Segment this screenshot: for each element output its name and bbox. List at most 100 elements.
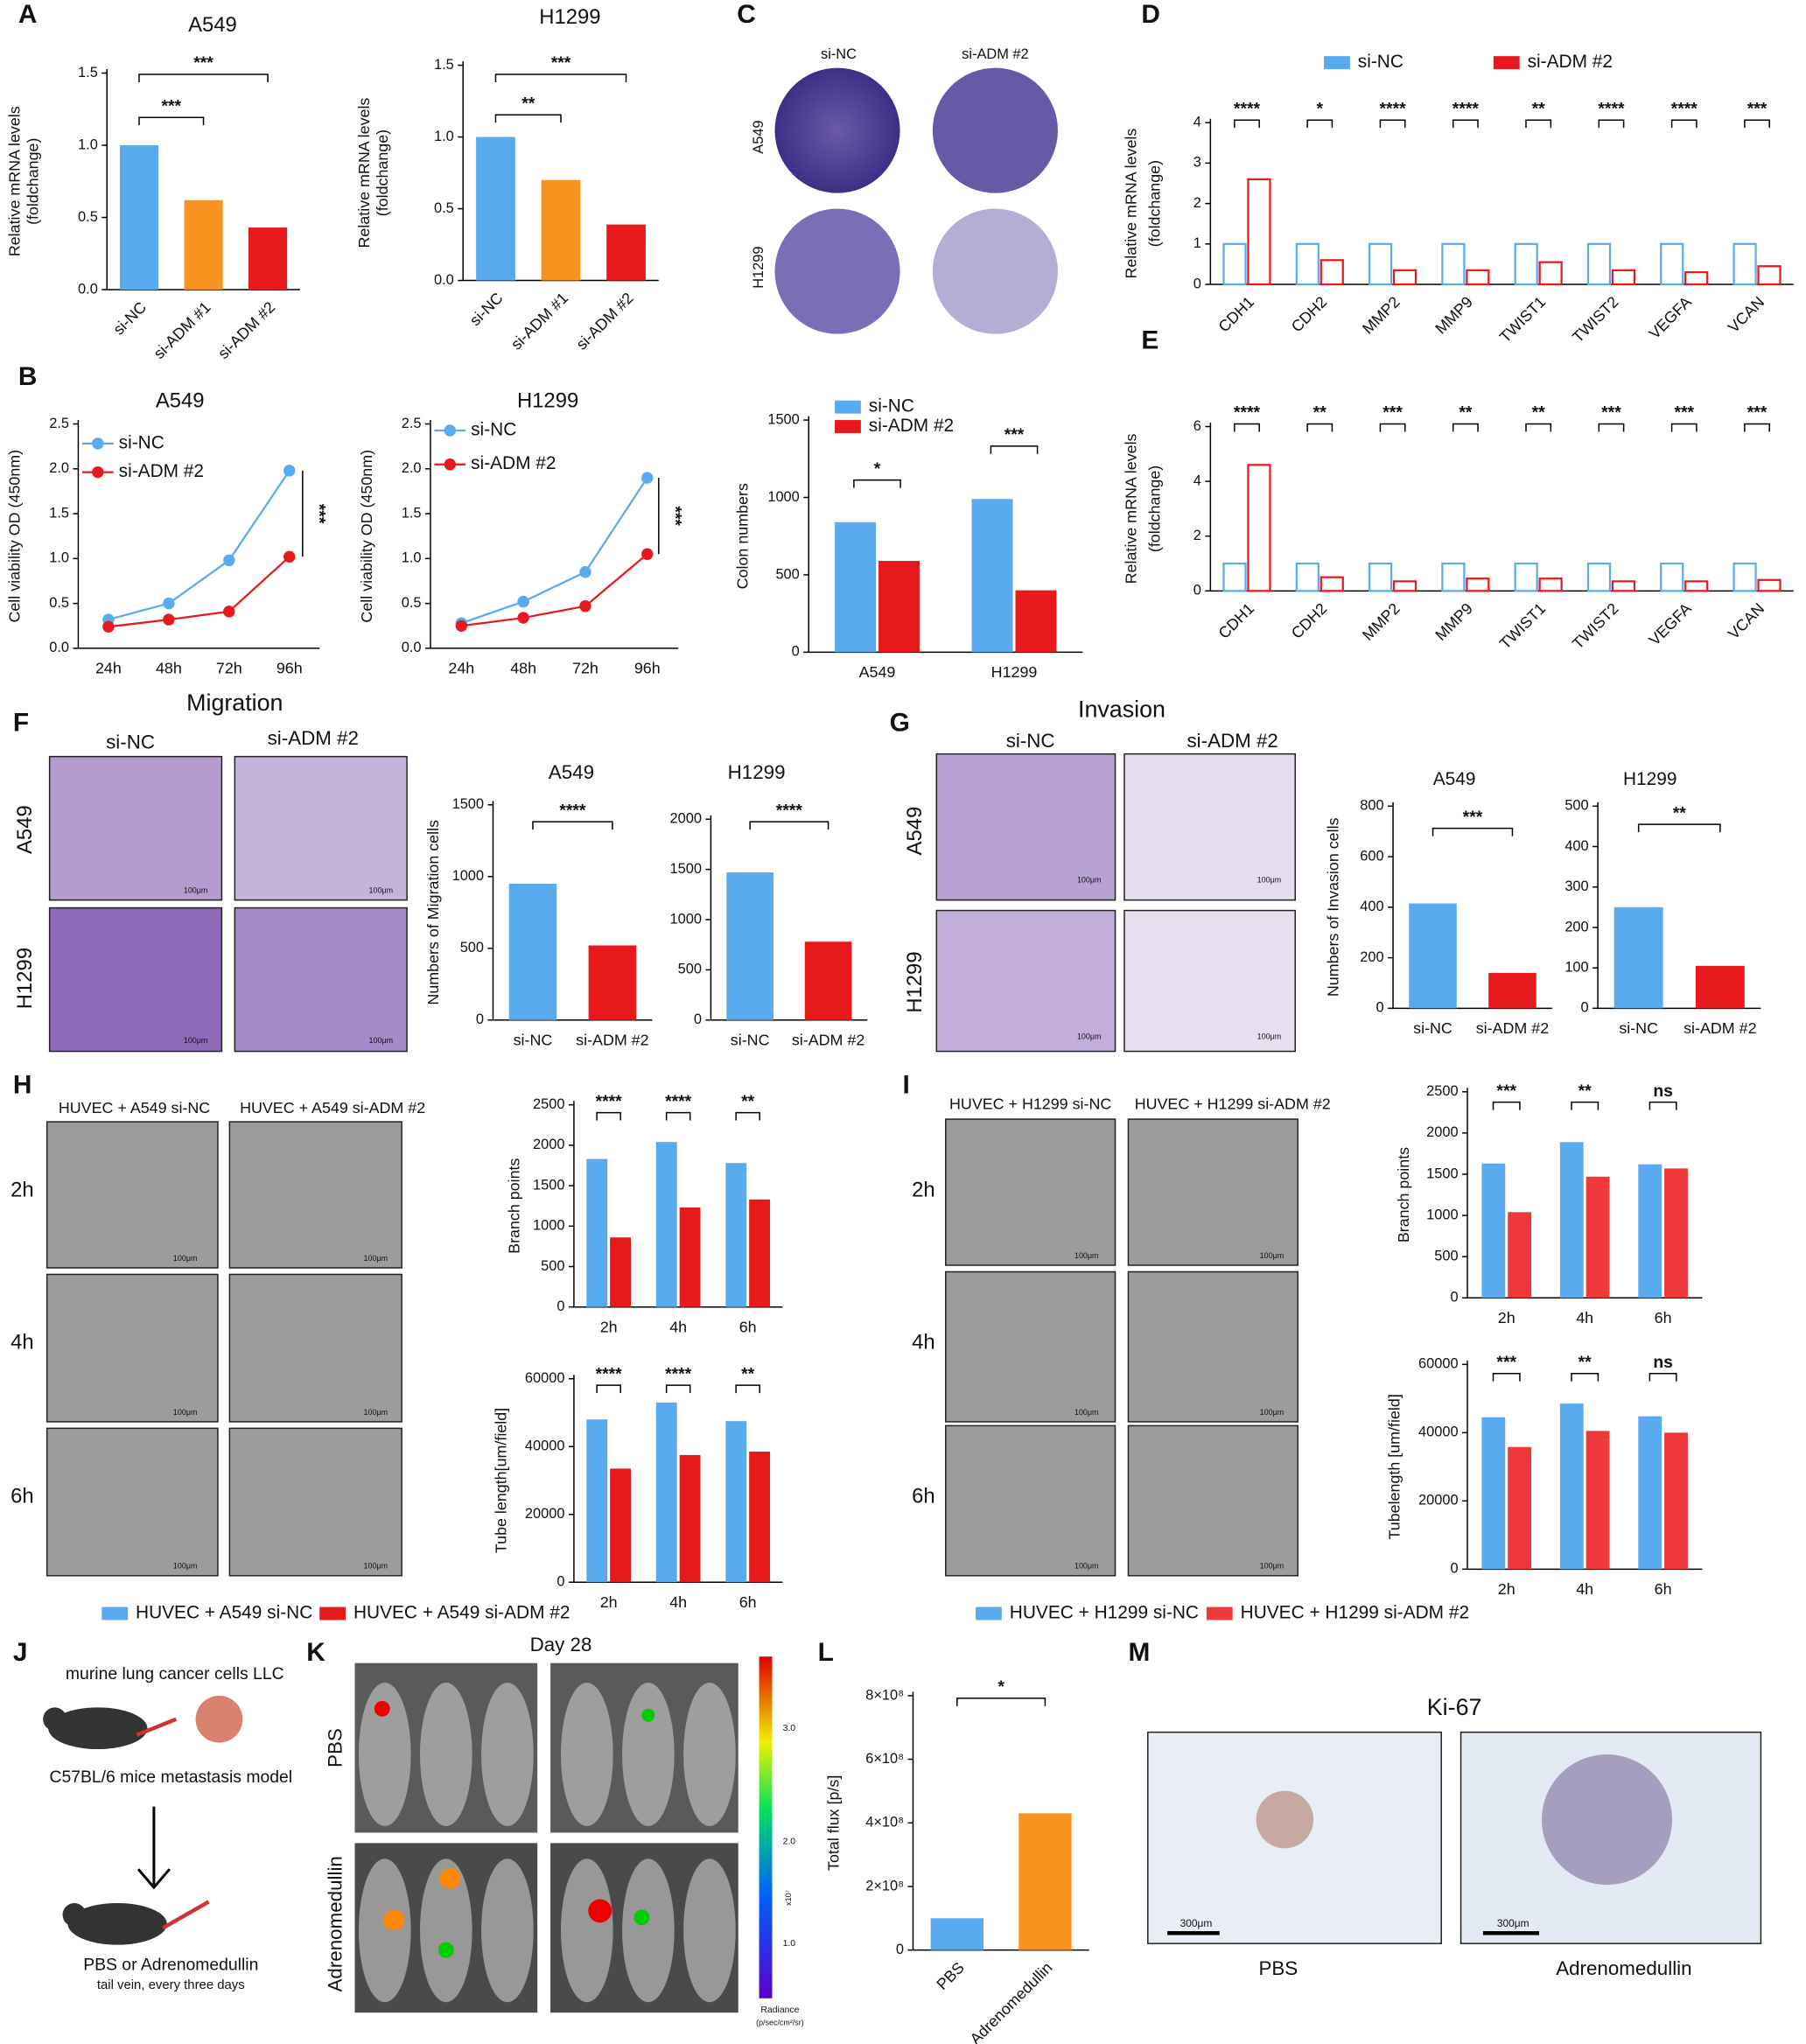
x-tick-label: si-ADM #2 <box>573 289 637 353</box>
x-tick-label: 24h <box>448 659 474 676</box>
chart-title: A549 <box>549 761 594 783</box>
point <box>455 620 468 632</box>
x-tick-label: VEGFA <box>1646 599 1695 648</box>
bar <box>878 561 920 653</box>
scale-label: 100μm <box>364 1408 388 1417</box>
significance-bracket <box>1670 423 1698 432</box>
micrograph <box>1127 1270 1298 1423</box>
mouse <box>67 1902 167 1945</box>
significance-bracket <box>665 1111 691 1121</box>
bar <box>725 1421 747 1583</box>
micrograph <box>935 909 1116 1053</box>
legend-label: si-NC <box>1358 52 1404 72</box>
dish-image <box>932 67 1058 193</box>
significance-label: ** <box>1578 1082 1592 1101</box>
bar <box>1222 242 1247 286</box>
bar <box>1732 242 1757 286</box>
cells <box>195 1695 243 1743</box>
y-axis-label: Branch points <box>506 1158 523 1253</box>
x-tick-label: PBS <box>933 1958 967 1992</box>
bar <box>1684 580 1709 592</box>
y-axis-label: Tubelength [um/field] <box>1386 1394 1404 1539</box>
y-tick-label: 0.0 <box>434 272 454 288</box>
panel-letter: K <box>306 1638 326 1667</box>
x-tick-label: 4h <box>669 1593 687 1611</box>
scale-label: 100μm <box>1260 1562 1284 1571</box>
panel-letter: B <box>18 362 38 391</box>
bar <box>749 1452 770 1583</box>
y-tick-label: 20000 <box>525 1506 565 1522</box>
point <box>284 550 296 564</box>
scale-label: 100μm <box>1074 1408 1099 1417</box>
row-label: A549 <box>13 805 37 854</box>
x-tick-label: 48h <box>156 659 182 676</box>
significance-bracket <box>1379 119 1406 129</box>
x-tick-label: 4h <box>1576 1309 1593 1326</box>
caption: tail vein, every three days <box>97 1978 245 1992</box>
y-tick-label: 1.5 <box>78 65 98 80</box>
significance-label: *** <box>1496 1353 1516 1372</box>
significance-bracket <box>1571 1101 1600 1110</box>
y-axis-label: (foldchange) <box>374 130 391 216</box>
bar <box>1466 269 1490 286</box>
bar <box>119 145 159 290</box>
scale-label: 100μm <box>1074 1562 1099 1571</box>
y-axis-label: Relative mRNA levels <box>6 106 24 256</box>
legend-label: si-ADM #2 <box>471 453 556 473</box>
significance-bracket <box>1744 423 1770 432</box>
significance-bracket <box>1525 423 1552 432</box>
bar <box>588 945 637 1020</box>
significance-bracket <box>665 1384 691 1394</box>
line <box>108 470 290 621</box>
caption: Ki-67 <box>1427 1694 1482 1720</box>
colorbar <box>759 1656 773 1998</box>
row-label: 2h <box>10 1178 34 1201</box>
bar <box>655 1142 677 1307</box>
significance-label: *** <box>1747 99 1768 118</box>
tumor-focus <box>1256 1790 1314 1849</box>
chart-title: A549 <box>1433 769 1476 789</box>
x-tick-label: MMP9 <box>1432 599 1476 644</box>
micrograph <box>228 1121 402 1269</box>
y-tick-label: 4 <box>1194 115 1201 130</box>
row-label: A549 <box>751 120 766 153</box>
y-tick-label: 40000 <box>525 1438 565 1454</box>
y-tick-label: 0 <box>556 1574 564 1590</box>
micrograph <box>945 1424 1116 1577</box>
legend-swatch <box>835 400 861 414</box>
caption: PBS or Adrenomedullin <box>83 1956 258 1975</box>
micrograph <box>228 1427 402 1577</box>
bar <box>1508 1212 1532 1298</box>
y-axis-label: (foldchange) <box>1145 466 1163 552</box>
bar <box>1586 562 1612 592</box>
y-tick-label: 500 <box>1434 1249 1458 1264</box>
significance-label: *** <box>1601 403 1621 423</box>
significance-label: *** <box>551 53 571 73</box>
micrograph <box>1127 1118 1298 1266</box>
y-tick-label: 0 <box>896 1942 904 1957</box>
caption: si-NC <box>821 46 857 62</box>
legend-label: HUVEC + A549 si-ADM #2 <box>354 1603 570 1623</box>
x-tick-label: si-NC <box>1619 1019 1658 1037</box>
y-tick-label: 200 <box>1564 919 1588 934</box>
y-tick-label: 500 <box>775 566 799 582</box>
bar <box>1441 242 1466 286</box>
bar <box>1295 562 1320 592</box>
legend-label: HUVEC + A549 si-NC <box>136 1603 312 1623</box>
y-axis-label: Cell viability OD (450nm) <box>358 450 375 623</box>
significance-label: **** <box>596 1092 623 1111</box>
panel-letter: I <box>903 1071 910 1100</box>
y-tick-label: 0 <box>556 1298 564 1314</box>
dish-image <box>932 208 1058 334</box>
caption: si-ADM #2 <box>962 46 1028 62</box>
bar <box>1611 580 1636 592</box>
x-tick-label: si-NC <box>466 289 507 329</box>
line <box>461 553 648 627</box>
significance-label: ** <box>1532 99 1546 118</box>
significance-label: *** <box>1004 425 1025 444</box>
significance-bracket <box>1637 823 1721 833</box>
y-tick-label: 1000 <box>767 489 799 505</box>
chart-title: A549 <box>188 13 237 37</box>
significance-bracket <box>1432 827 1514 836</box>
